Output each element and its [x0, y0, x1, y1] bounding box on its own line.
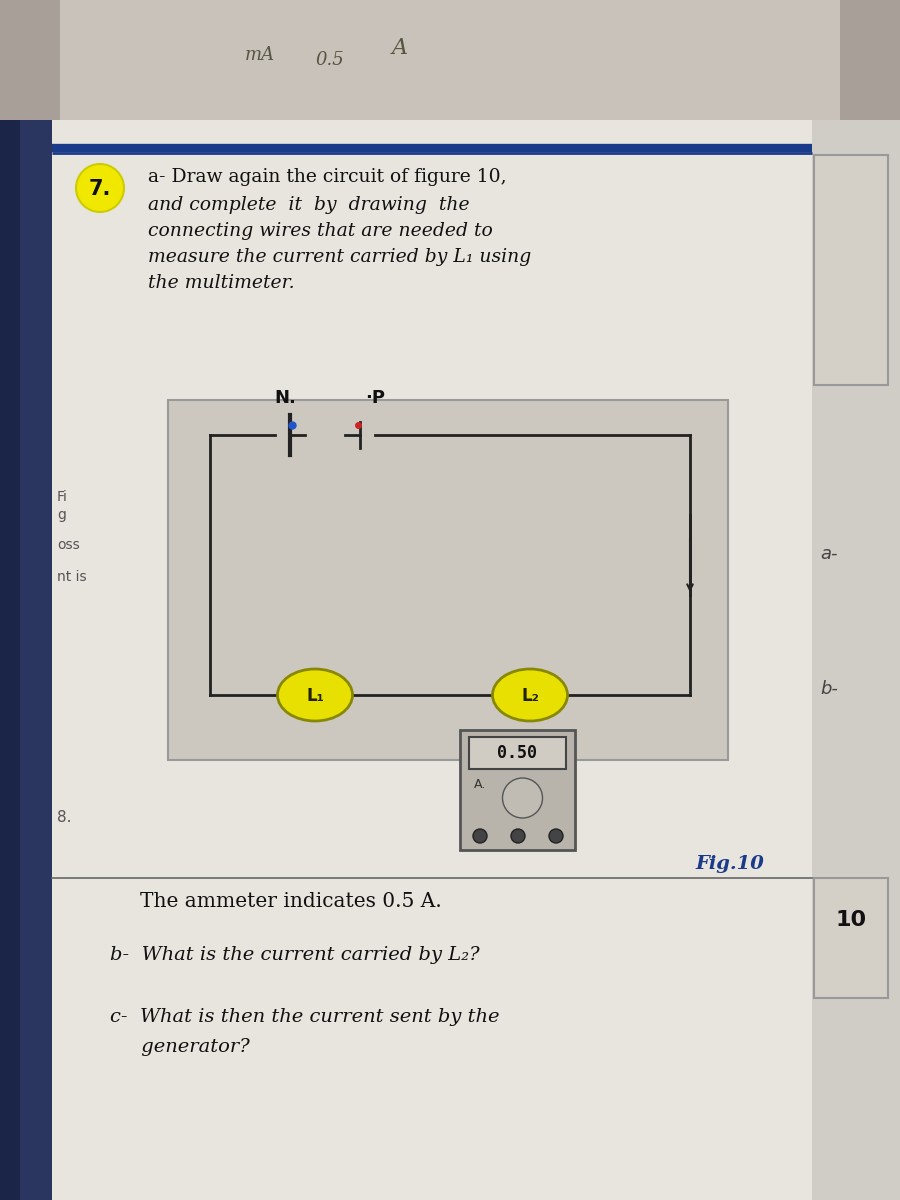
Text: N.: N. [274, 389, 296, 407]
FancyBboxPatch shape [460, 730, 575, 850]
Text: a-: a- [820, 545, 838, 563]
Bar [60, 0, 840, 120]
Bar [814, 878, 888, 998]
Text: measure the current carried by L₁ using: measure the current carried by L₁ using [148, 248, 531, 266]
Ellipse shape [277, 670, 353, 721]
Text: 10: 10 [835, 910, 867, 930]
Circle shape [473, 829, 487, 842]
Text: 0.5: 0.5 [316, 50, 345, 68]
Text: mA: mA [245, 46, 275, 64]
Text: 8.: 8. [57, 810, 71, 826]
Circle shape [76, 164, 124, 212]
Text: connecting wires that are needed to: connecting wires that are needed to [148, 222, 493, 240]
Ellipse shape [492, 670, 568, 721]
Text: ·P: ·P [365, 389, 385, 407]
Text: and complete  it  by  drawing  the: and complete it by drawing the [148, 196, 470, 214]
Text: b-  What is the current carried by L₂?: b- What is the current carried by L₂? [110, 946, 480, 964]
Text: b-: b- [820, 680, 838, 698]
Text: L₁: L₁ [306, 686, 324, 704]
Text: a- Draw again the circuit of figure 10,: a- Draw again the circuit of figure 10, [148, 168, 507, 186]
Bar [52, 120, 812, 1200]
FancyBboxPatch shape [469, 737, 566, 769]
Text: c-  What is then the current sent by the: c- What is then the current sent by the [110, 1008, 500, 1026]
Text: A.: A. [474, 778, 486, 791]
Bar [168, 400, 728, 760]
Text: L₂: L₂ [521, 686, 539, 704]
Bar [814, 155, 888, 385]
Text: A: A [392, 37, 408, 59]
Text: 0.50: 0.50 [498, 744, 537, 762]
Bar [0, 120, 20, 1200]
Text: oss: oss [57, 538, 80, 552]
Text: The ammeter indicates 0.5 A.: The ammeter indicates 0.5 A. [140, 892, 442, 911]
Circle shape [549, 829, 563, 842]
Text: 7.: 7. [89, 179, 112, 199]
Bar [812, 120, 900, 1200]
Text: Fig.10: Fig.10 [695, 854, 764, 874]
Text: generator?: generator? [110, 1038, 250, 1056]
Bar [0, 120, 52, 1200]
Text: Fi: Fi [57, 490, 68, 504]
Circle shape [511, 829, 525, 842]
Text: g: g [57, 508, 66, 522]
Text: nt is: nt is [57, 570, 86, 584]
Text: the multimeter.: the multimeter. [148, 274, 294, 292]
Circle shape [502, 778, 543, 818]
Bar [0, 0, 900, 120]
